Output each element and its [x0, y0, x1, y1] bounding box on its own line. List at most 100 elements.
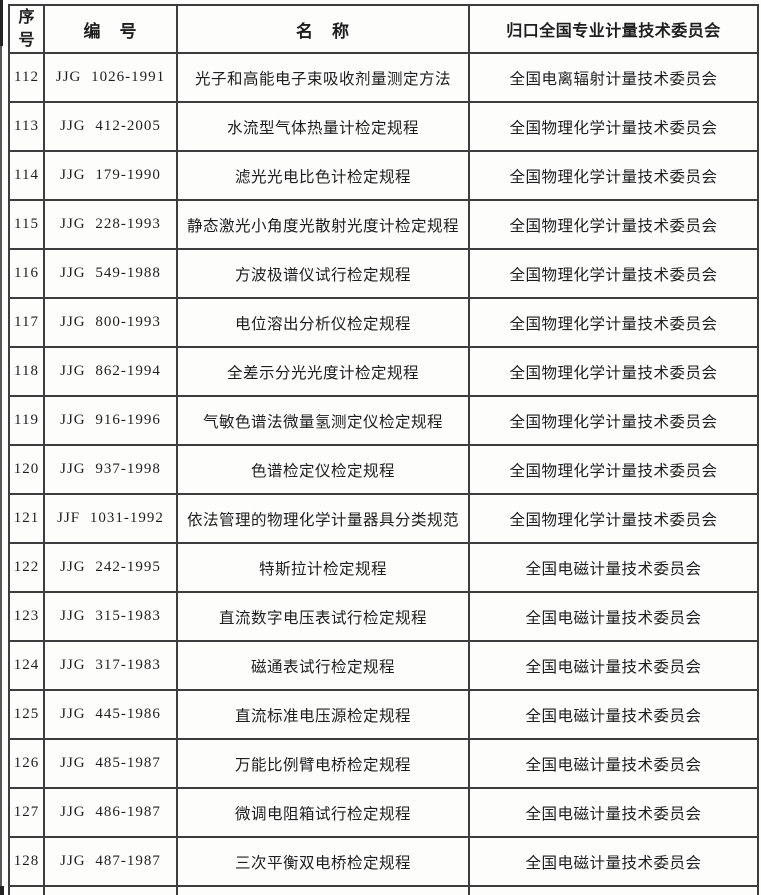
cell-committee: 全国物理化学计量技术委员会 — [468, 199, 759, 251]
cell-name: 万能比例臂电桥检定规程 — [176, 738, 470, 790]
cell-committee: 全国物理化学计量技术委员会 — [468, 248, 759, 300]
table-row: 123 JJG 315-1983 直流数字电压表试行检定规程 全国电磁计量技术委员会 — [8, 591, 759, 643]
cell-name: 气敏色谱法微量氢测定仪检定规程 — [176, 395, 470, 447]
cell-committee — [468, 885, 759, 895]
standards-table: 序号 编 号 名 称 归口全国专业计量技术委员会 112 JJG 1026-199… — [8, 3, 759, 895]
header-serial-number: 序号 — [8, 3, 45, 55]
cell-committee: 全国电离辐射计量技术委员会 — [468, 52, 759, 104]
cell-serial-number: 127 — [8, 787, 45, 839]
cell-serial-number: 122 — [8, 542, 45, 594]
cell-serial-number: 120 — [8, 444, 45, 496]
cell-committee: 全国电磁计量技术委员会 — [468, 591, 759, 643]
table-row: 114 JJG 179-1990 滤光光电比色计检定规程 全国物理化学计量技术委员会 — [8, 150, 759, 202]
cell-name: 微调电阻箱试行检定规程 — [176, 787, 470, 839]
cell-serial-number: 128 — [8, 836, 45, 888]
table-row: 126 JJG 485-1987 万能比例臂电桥检定规程 全国电磁计量技术委员会 — [8, 738, 759, 790]
cell-code: JJF 1031-1992 — [43, 493, 178, 545]
cell-serial-number: 119 — [8, 395, 45, 447]
table-row: 121 JJF 1031-1992 依法管理的物理化学计量器具分类规范 全国物理化学计… — [8, 493, 759, 545]
cell-serial-number: 117 — [8, 297, 45, 349]
table-row: 125 JJG 445-1986 直流标准电压源检定规程 全国电磁计量技术委员会 — [8, 689, 759, 741]
cell-serial-number: 116 — [8, 248, 45, 300]
header-name: 名 称 — [176, 3, 470, 55]
header-committee: 归口全国专业计量技术委员会 — [468, 3, 759, 55]
cell-code: JJG 485-1987 — [43, 738, 178, 790]
cell-committee: 全国电磁计量技术委员会 — [468, 787, 759, 839]
cell-serial-number: 115 — [8, 199, 45, 251]
cell-serial-number: 112 — [8, 52, 45, 104]
cell-serial-number: 121 — [8, 493, 45, 545]
cell-name: 依法管理的物理化学计量器具分类规范 — [176, 493, 470, 545]
cell-code: JJG 315-1983 — [43, 591, 178, 643]
cell-code: JJG 317-1983 — [43, 640, 178, 692]
cell-code: JJG 445-1986 — [43, 689, 178, 741]
cell-serial-number: 125 — [8, 689, 45, 741]
cell-committee: 全国物理化学计量技术委员会 — [468, 493, 759, 545]
cell-name: 静态激光小角度光散射光度计检定规程 — [176, 199, 470, 251]
header-row: 序号 编 号 名 称 归口全国专业计量技术委员会 — [8, 3, 759, 55]
cell-name: 磁通表试行检定规程 — [176, 640, 470, 692]
cell-serial-number: 124 — [8, 640, 45, 692]
cell-serial-number: 126 — [8, 738, 45, 790]
cell-committee: 全国电磁计量技术委员会 — [468, 738, 759, 790]
cell-committee: 全国物理化学计量技术委员会 — [468, 395, 759, 447]
table-row: 115 JJG 228-1993 静态激光小角度光散射光度计检定规程 全国物理化学计量… — [8, 199, 759, 251]
cell-name: 滤光光电比色计检定规程 — [176, 150, 470, 202]
table-row: 119 JJG 916-1996 气敏色谱法微量氢测定仪检定规程 全国物理化学计量技术… — [8, 395, 759, 447]
cell-committee: 全国物理化学计量技术委员会 — [468, 444, 759, 496]
table-row: 120 JJG 937-1998 色谱检定仪检定规程 全国物理化学计量技术委员会 — [8, 444, 759, 496]
table-row: 112 JJG 1026-1991 光子和高能电子束吸收剂量测定方法 全国电离辐射计量… — [8, 52, 759, 104]
scan-edge-artifact-top — [0, 0, 3, 46]
cell-committee: 全国物理化学计量技术委员会 — [468, 346, 759, 398]
cell-name: 色谱检定仪检定规程 — [176, 444, 470, 496]
cell-code: JJG 549-1988 — [43, 248, 178, 300]
table-row: 113 JJG 412-2005 水流型气体热量计检定规程 全国物理化学计量技术委员会 — [8, 101, 759, 153]
cell-code: JJG 242-1995 — [43, 542, 178, 594]
table-row: 117 JJG 800-1993 电位溶出分析仪检定规程 全国物理化学计量技术委员会 — [8, 297, 759, 349]
cell-committee: 全国电磁计量技术委员会 — [468, 836, 759, 888]
table-row-partial — [8, 885, 759, 895]
cell-name: 水流型气体热量计检定规程 — [176, 101, 470, 153]
table-row: 124 JJG 317-1983 磁通表试行检定规程 全国电磁计量技术委员会 — [8, 640, 759, 692]
cell-name: 直流数字电压表试行检定规程 — [176, 591, 470, 643]
cell-code: JJG 487-1987 — [43, 836, 178, 888]
cell-name — [176, 885, 470, 895]
cell-code: JJG 937-1998 — [43, 444, 178, 496]
cell-committee: 全国电磁计量技术委员会 — [468, 542, 759, 594]
cell-committee: 全国物理化学计量技术委员会 — [468, 150, 759, 202]
scan-edge-artifact-bottom — [0, 886, 4, 895]
cell-code: JJG 486-1987 — [43, 787, 178, 839]
table-row: 116 JJG 549-1988 方波极谱仪试行检定规程 全国物理化学计量技术委员会 — [8, 248, 759, 300]
table-row: 122 JJG 242-1995 特斯拉计检定规程 全国电磁计量技术委员会 — [8, 542, 759, 594]
cell-serial-number: 123 — [8, 591, 45, 643]
scan-edge-artifact — [0, 0, 2, 895]
cell-name: 三次平衡双电桥检定规程 — [176, 836, 470, 888]
cell-name: 光子和高能电子束吸收剂量测定方法 — [176, 52, 470, 104]
cell-serial-number: 118 — [8, 346, 45, 398]
cell-committee: 全国物理化学计量技术委员会 — [468, 101, 759, 153]
cell-committee: 全国物理化学计量技术委员会 — [468, 297, 759, 349]
table-row: 128 JJG 487-1987 三次平衡双电桥检定规程 全国电磁计量技术委员会 — [8, 836, 759, 888]
cell-code: JJG 800-1993 — [43, 297, 178, 349]
header-code: 编 号 — [43, 3, 178, 55]
cell-committee: 全国电磁计量技术委员会 — [468, 640, 759, 692]
cell-name: 方波极谱仪试行检定规程 — [176, 248, 470, 300]
cell-serial-number: 114 — [8, 150, 45, 202]
table-row: 118 JJG 862-1994 全差示分光光度计检定规程 全国物理化学计量技术委员会 — [8, 346, 759, 398]
cell-code: JJG 916-1996 — [43, 395, 178, 447]
cell-code: JJG 228-1993 — [43, 199, 178, 251]
table-row: 127 JJG 486-1987 微调电阻箱试行检定规程 全国电磁计量技术委员会 — [8, 787, 759, 839]
cell-name: 直流标准电压源检定规程 — [176, 689, 470, 741]
cell-name: 特斯拉计检定规程 — [176, 542, 470, 594]
cell-serial-number — [8, 885, 45, 895]
cell-code: JJG 412-2005 — [43, 101, 178, 153]
cell-serial-number: 113 — [8, 101, 45, 153]
cell-committee: 全国电磁计量技术委员会 — [468, 689, 759, 741]
cell-code: JJG 862-1994 — [43, 346, 178, 398]
cell-code: JJG 179-1990 — [43, 150, 178, 202]
cell-code — [43, 885, 178, 895]
cell-name: 电位溶出分析仪检定规程 — [176, 297, 470, 349]
cell-name: 全差示分光光度计检定规程 — [176, 346, 470, 398]
